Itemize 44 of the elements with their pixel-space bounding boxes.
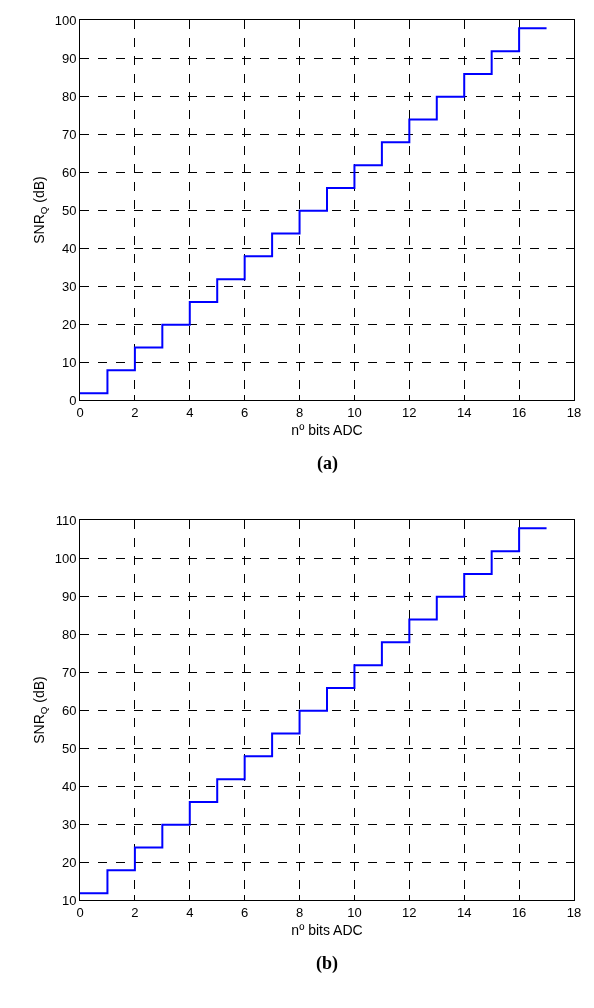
y-tick-label: 50 [61, 740, 77, 756]
y-tick-label: 90 [61, 588, 77, 604]
y-tick-label: 80 [61, 626, 77, 642]
x-tick-label: 14 [456, 404, 472, 420]
x-tick-label: 12 [402, 904, 417, 920]
x-tick-label: 18 [566, 404, 582, 420]
y-tick-label: 80 [61, 88, 77, 104]
x-tick-label: 8 [295, 904, 304, 920]
y-tick-label: 40 [61, 240, 77, 256]
x-axis-title: nº bits ADC [291, 921, 363, 938]
y-tick-label: 90 [61, 50, 77, 66]
x-tick-label: 2 [131, 904, 139, 920]
y-tick-label: 30 [61, 816, 77, 832]
y-tick-label: 30 [61, 278, 77, 294]
x-tick-label: 8 [295, 404, 304, 420]
x-tick-label: 4 [186, 904, 194, 920]
y-tick-label: 50 [61, 202, 77, 218]
x-axis-title: nº bits ADC [291, 421, 363, 438]
x-tick-label: 16 [511, 404, 527, 420]
x-tick-label: 14 [456, 904, 472, 920]
x-tick-label: 2 [131, 404, 139, 420]
y-tick-label: 60 [61, 164, 77, 180]
y-tick-label: 100 [54, 12, 77, 28]
y-tick-label: 0 [69, 392, 77, 408]
x-tick-label: 6 [241, 404, 249, 420]
y-tick-label: 40 [61, 778, 77, 794]
y-tick-label: 20 [61, 316, 77, 332]
y-tick-label: 10 [61, 354, 77, 370]
x-tick-label: 4 [186, 404, 194, 420]
x-tick-label: 6 [241, 904, 249, 920]
y-tick-label: 100 [54, 550, 77, 566]
text: (b) [316, 953, 338, 974]
x-tick-label: 16 [511, 904, 527, 920]
x-tick-label: 18 [566, 904, 582, 920]
y-tick-label: 10 [61, 892, 77, 908]
x-tick-label: 10 [347, 904, 362, 920]
y-tick-label: 70 [61, 126, 77, 142]
y-tick-label: 60 [61, 702, 77, 718]
y-tick-label: 70 [61, 664, 77, 680]
y-tick-label: 20 [61, 854, 77, 870]
text: (a) [317, 453, 338, 474]
y-tick-label: 110 [55, 512, 77, 528]
x-tick-label: 12 [402, 404, 417, 420]
x-tick-label: 10 [347, 404, 362, 420]
